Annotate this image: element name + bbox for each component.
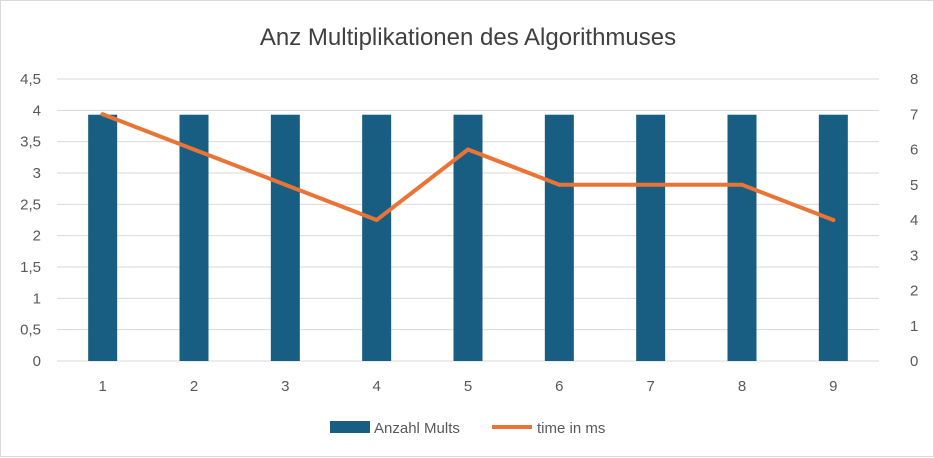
y-left-tick-label: 2 — [33, 228, 41, 245]
line-point — [648, 182, 653, 187]
y-left-tick-label: 1 — [33, 290, 41, 307]
y-right-tick-label: 3 — [910, 247, 918, 264]
x-tick-label: 1 — [98, 378, 106, 395]
chart-title: Anz Multiplikationen des Algorithmuses — [260, 24, 676, 51]
y-right-tick-label: 4 — [910, 212, 918, 229]
left-axis: 0 0,5 1 1,5 2 2,5 3 3,5 4 4,5 — [20, 71, 41, 370]
x-tick-label: 7 — [646, 378, 654, 395]
y-right-tick-label: 6 — [910, 142, 918, 159]
y-right-tick-label: 1 — [910, 318, 918, 335]
bar-series — [88, 114, 848, 361]
legend-label-line: time in ms — [537, 420, 605, 437]
y-left-tick-label: 0,5 — [20, 322, 41, 339]
legend-swatch-bar — [330, 421, 370, 433]
legend: Anzahl Mults time in ms — [330, 420, 605, 437]
x-tick-label: 2 — [190, 378, 198, 395]
bar — [362, 114, 392, 361]
line-point — [100, 112, 105, 117]
legend-label-bar: Anzahl Mults — [374, 420, 460, 437]
x-tick-label: 8 — [738, 378, 746, 395]
x-tick-label: 4 — [372, 378, 380, 395]
x-axis: 1 2 3 4 5 6 7 8 9 — [98, 378, 837, 395]
y-left-tick-label: 0 — [33, 353, 41, 370]
y-right-tick-label: 7 — [910, 106, 918, 123]
x-tick-label: 9 — [829, 378, 837, 395]
bar — [544, 114, 574, 361]
bar — [636, 114, 666, 361]
y-left-tick-label: 4 — [33, 102, 41, 119]
line-series — [100, 112, 836, 222]
y-left-tick-label: 3,5 — [20, 134, 41, 151]
y-right-tick-label: 0 — [910, 353, 918, 370]
y-left-tick-label: 2,5 — [20, 196, 41, 213]
bar — [179, 114, 209, 361]
line-point — [192, 147, 196, 152]
y-left-tick-label: 1,5 — [20, 259, 41, 276]
x-tick-label: 5 — [464, 378, 472, 395]
bar — [727, 114, 757, 361]
bar — [818, 114, 848, 361]
x-tick-label: 3 — [281, 378, 289, 395]
bar — [88, 114, 118, 361]
line-point — [557, 182, 562, 187]
y-left-tick-label: 4,5 — [20, 71, 41, 88]
y-right-tick-label: 5 — [910, 177, 918, 194]
line-point — [374, 218, 379, 222]
line-point — [831, 218, 836, 222]
line-point — [740, 182, 744, 187]
bar — [270, 114, 300, 361]
x-tick-label: 6 — [555, 378, 563, 395]
y-right-tick-label: 8 — [910, 71, 918, 88]
line-point — [283, 182, 288, 187]
y-left-tick-label: 3 — [33, 165, 41, 182]
right-axis: 0 1 2 3 4 5 6 7 8 — [910, 71, 918, 370]
line-point — [466, 147, 470, 152]
y-right-tick-label: 2 — [910, 283, 918, 300]
